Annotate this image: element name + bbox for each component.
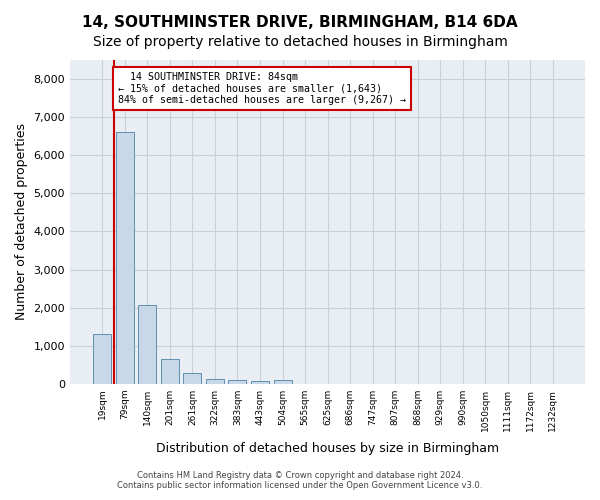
Text: 14 SOUTHMINSTER DRIVE: 84sqm
← 15% of detached houses are smaller (1,643)
84% of: 14 SOUTHMINSTER DRIVE: 84sqm ← 15% of de… [118, 72, 406, 105]
Bar [229, 380, 247, 384]
Bar [184, 373, 202, 384]
Bar [206, 378, 224, 384]
Bar [139, 304, 157, 384]
Text: 14, SOUTHMINSTER DRIVE, BIRMINGHAM, B14 6DA: 14, SOUTHMINSTER DRIVE, BIRMINGHAM, B14 … [82, 15, 518, 30]
Bar [251, 381, 269, 384]
Text: Size of property relative to detached houses in Birmingham: Size of property relative to detached ho… [92, 35, 508, 49]
Bar [116, 132, 134, 384]
X-axis label: Distribution of detached houses by size in Birmingham: Distribution of detached houses by size … [156, 442, 499, 455]
Bar [274, 380, 292, 384]
Text: Contains HM Land Registry data © Crown copyright and database right 2024.
Contai: Contains HM Land Registry data © Crown c… [118, 470, 482, 490]
Bar [94, 334, 112, 384]
Bar [161, 359, 179, 384]
Y-axis label: Number of detached properties: Number of detached properties [15, 124, 28, 320]
